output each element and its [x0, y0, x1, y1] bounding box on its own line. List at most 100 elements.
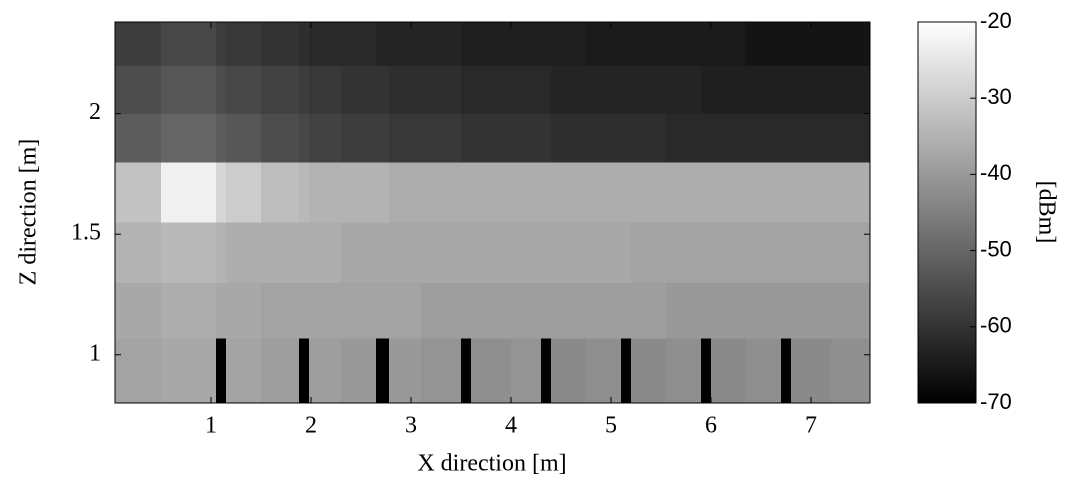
heatmap-cell [711, 282, 747, 338]
heatmap-cell [461, 222, 472, 283]
y-tick-label: 1 [89, 340, 101, 366]
heatmap-cell [299, 114, 310, 163]
heatmap-cell [701, 22, 712, 66]
heatmap-cell [631, 65, 667, 114]
heatmap-cell [621, 162, 632, 223]
heatmap-cell [711, 65, 747, 114]
heatmap-cell [161, 65, 217, 114]
heatmap-cell [216, 114, 227, 163]
heatmap-cell [471, 162, 512, 223]
heatmap-cell [781, 114, 792, 163]
heatmap-cell [226, 282, 262, 338]
heatmap-cell [471, 222, 512, 283]
heatmap-cell [261, 162, 300, 223]
heatmap-cell [711, 22, 747, 66]
heatmap-cell [831, 162, 871, 223]
heatmap-cell [261, 22, 300, 66]
heatmap-cell [341, 222, 377, 283]
y-tick-label: 1.5 [71, 220, 101, 246]
heatmap-cell [461, 338, 472, 404]
heatmap-cell [309, 65, 342, 114]
heatmap-cell [701, 162, 712, 223]
heatmap-cell [666, 22, 702, 66]
heatmap-cell [586, 65, 622, 114]
heatmap-cell [831, 114, 871, 163]
heatmap-cell [161, 222, 217, 283]
colorbar-label: [dBm] [1033, 181, 1059, 244]
heatmap-cell [376, 222, 390, 283]
heatmap-cell [551, 22, 587, 66]
colorbar-tick-label: -50 [980, 236, 1012, 261]
heatmap-cell [341, 22, 377, 66]
heatmap-cell [341, 162, 377, 223]
heatmap-cell [791, 338, 832, 404]
heatmap-cell [389, 65, 422, 114]
heatmap-cell [711, 338, 747, 404]
x-tick-label: 1 [205, 413, 217, 439]
heatmap-cell [471, 22, 512, 66]
heatmap-cell [376, 22, 390, 66]
heatmap-cell [389, 114, 422, 163]
heatmap-cell [216, 338, 227, 404]
heatmap-cell [586, 222, 622, 283]
heatmap-cell [511, 114, 542, 163]
heatmap-cell [711, 162, 747, 223]
heatmap-cell [421, 22, 462, 66]
heatmap-cell [701, 65, 712, 114]
heatmap-cell [621, 282, 632, 338]
heatmap-cell [666, 338, 702, 404]
heatmap-cell [161, 162, 217, 223]
heatmap-cell [261, 338, 300, 404]
heatmap-cell [421, 222, 462, 283]
heatmap-cell [299, 22, 310, 66]
heatmap-cell [461, 65, 472, 114]
heatmap-cell [471, 114, 512, 163]
heatmap-cell [115, 222, 162, 283]
heatmap-cell [586, 114, 622, 163]
heatmap-cell [621, 114, 632, 163]
heatmap-cell [161, 22, 217, 66]
heatmap-cell [711, 114, 747, 163]
heatmap-cell [746, 114, 782, 163]
heatmap-cell [666, 114, 702, 163]
heatmap-cell [309, 222, 342, 283]
heatmap-cell [831, 222, 871, 283]
y-tick-label: 2 [89, 99, 101, 125]
heatmap-cell [115, 22, 162, 66]
heatmap-cell [631, 222, 667, 283]
heatmap-cell [791, 114, 832, 163]
heatmap-cell [261, 282, 300, 338]
heatmap-cell [161, 338, 217, 404]
heatmap-cell [226, 114, 262, 163]
heatmap-cell [551, 222, 587, 283]
heatmap-cell [299, 65, 310, 114]
heatmap-cell [791, 282, 832, 338]
chart: X direction [m] Z direction [m] [dBm] 12… [0, 0, 1070, 484]
heatmap-cell [341, 338, 377, 404]
heatmap-cell [791, 222, 832, 283]
heatmap-cell [161, 282, 217, 338]
heatmap-cell [711, 222, 747, 283]
heatmap-cell [551, 65, 587, 114]
heatmap [115, 22, 871, 404]
heatmap-cell [309, 338, 342, 404]
heatmap-cell [341, 114, 377, 163]
heatmap-cell [115, 282, 162, 338]
heatmap-cell [115, 114, 162, 163]
heatmap-cell [621, 65, 632, 114]
heatmap-cell [461, 114, 472, 163]
colorbar [918, 22, 976, 403]
heatmap-cell [666, 65, 702, 114]
heatmap-cell [551, 162, 587, 223]
heatmap-cell [631, 338, 667, 404]
heatmap-cell [746, 222, 782, 283]
heatmap-cell [511, 338, 542, 404]
heatmap-cell [666, 222, 702, 283]
x-tick-label: 2 [305, 413, 317, 439]
heatmap-cell [586, 22, 622, 66]
heatmap-cell [299, 222, 310, 283]
heatmap-cell [541, 114, 552, 163]
heatmap-cell [376, 114, 390, 163]
heatmap-cell [621, 338, 632, 404]
heatmap-cell [461, 162, 472, 223]
